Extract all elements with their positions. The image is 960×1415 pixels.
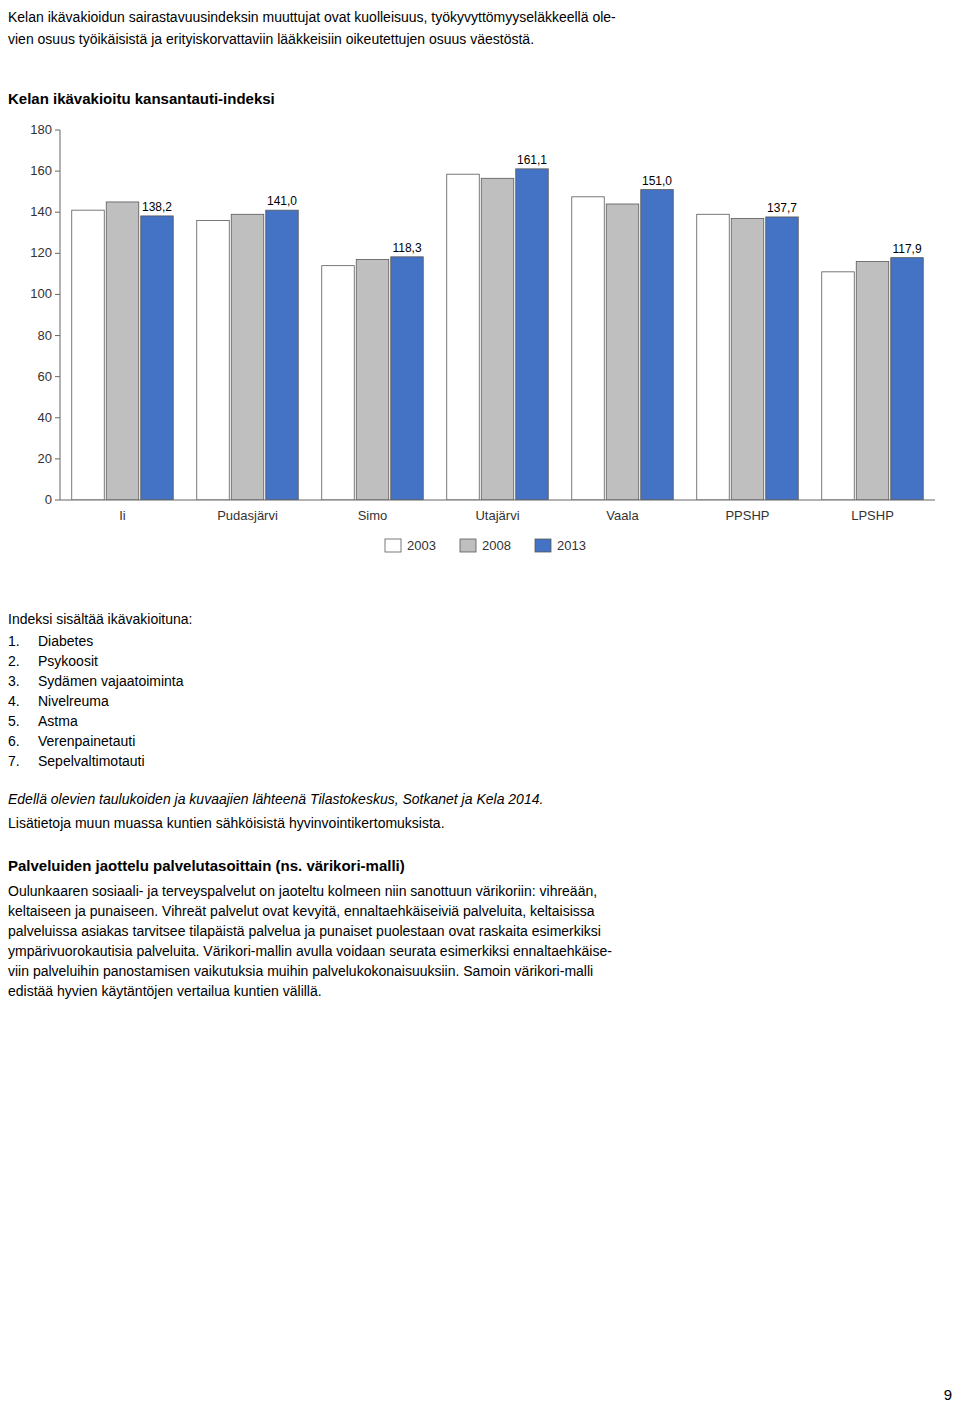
legend-swatch	[535, 539, 551, 552]
bar	[481, 178, 514, 500]
y-tick	[55, 130, 60, 131]
bar	[356, 260, 389, 501]
section-line: Oulunkaaren sosiaali- ja terveyspalvelut…	[8, 883, 597, 899]
footer-number: 4.	[8, 693, 20, 709]
section-line: viin palveluihin panostamisen vaikutuksi…	[8, 963, 593, 979]
y-tick	[55, 376, 60, 377]
y-tick	[55, 294, 60, 295]
footer-number: 5.	[8, 713, 20, 729]
x-tick-label: PPSHP	[725, 508, 769, 523]
section-line: keltaiseen ja punaiseen. Vihreät palvelu…	[8, 903, 595, 919]
x-tick-label: Ii	[119, 508, 126, 523]
legend: 2003 2008 2013	[385, 538, 586, 553]
y-tick-label: 0	[45, 492, 52, 507]
y-tick	[55, 171, 60, 172]
y-tick	[55, 335, 60, 336]
legend-swatch	[385, 539, 401, 552]
data-label: 137,7	[767, 201, 797, 215]
bar	[891, 258, 924, 500]
section-line: edistää hyvien käytäntöjen vertailua kun…	[8, 983, 322, 999]
y-tick	[55, 417, 60, 418]
bar	[606, 204, 639, 500]
page-number: 9	[944, 1386, 952, 1403]
y-tick	[55, 253, 60, 254]
x-tick-label: Utajärvi	[475, 508, 519, 523]
bar	[197, 220, 230, 500]
y-tick-label: 140	[30, 204, 52, 219]
bar	[391, 257, 424, 500]
bar	[231, 214, 264, 500]
bar	[266, 210, 299, 500]
y-tick	[55, 212, 60, 213]
data-label: 141,0	[267, 194, 297, 208]
x-tick-label: Simo	[358, 508, 388, 523]
header-line: vien osuus työikäisistä ja erityiskorvat…	[8, 31, 534, 47]
footer-name: Psykoosit	[38, 653, 98, 669]
data-label: 117,9	[892, 242, 921, 256]
section-line: ympärivuorokautisia palveluita. Värikori…	[8, 943, 612, 959]
data-labels: 138,2 141,0 118,3 161,1 151,0 137,7 117,9	[142, 153, 922, 256]
bar	[447, 174, 480, 500]
page: Kelan ikävakioidun sairastavuusindeksin …	[0, 0, 960, 1415]
footer-intro: Indeksi sisältää ikävakioituna:	[8, 611, 192, 627]
x-tick-label: Vaala	[606, 508, 639, 523]
source-text: Edellä olevien taulukoiden ja kuvaajien …	[8, 791, 543, 807]
x-axis-line	[60, 500, 935, 501]
data-label: 151,0	[642, 174, 672, 188]
section-line: palveluissa asiakas tarvitsee tilapäistä…	[8, 923, 601, 939]
y-tick	[55, 500, 60, 501]
legend-label: 2013	[557, 538, 586, 553]
footer-name: Nivelreuma	[38, 693, 109, 709]
y-tick-label: 20	[38, 451, 52, 466]
bar	[822, 272, 855, 500]
footer-number: 3.	[8, 673, 20, 689]
bar	[697, 214, 730, 500]
y-tick-label: 120	[30, 245, 52, 260]
y-axis: 0 20 40 60 80 100 120 140 160 180	[30, 122, 60, 507]
data-label: 138,2	[142, 200, 172, 214]
chart-title: Kelan ikävakioitu kansantauti-indeksi	[8, 90, 275, 107]
chart: 020406080100120140160180138,2141,0118,31…	[30, 122, 935, 553]
bar	[516, 169, 549, 500]
y-tick-label: 180	[30, 122, 52, 137]
x-tick-label: Pudasjärvi	[217, 508, 278, 523]
footer-name: Diabetes	[38, 633, 93, 649]
footer-number: 7.	[8, 753, 20, 769]
y-tick-label: 80	[38, 328, 52, 343]
legend-swatch	[460, 539, 476, 552]
footer-name: Sydämen vajaatoiminta	[38, 673, 184, 689]
x-tick-label: LPSHP	[851, 508, 894, 523]
footer-number: 1.	[8, 633, 20, 649]
bar	[766, 217, 799, 500]
footer-number: 2.	[8, 653, 20, 669]
y-tick-label: 40	[38, 410, 52, 425]
bar	[856, 262, 889, 500]
footer-name: Sepelvaltimotauti	[38, 753, 145, 769]
legend-label: 2003	[407, 538, 436, 553]
bar	[141, 216, 174, 500]
section-title: Palveluiden jaottelu palvelutasoittain (…	[8, 857, 405, 874]
bar	[322, 266, 355, 500]
y-tick-label: 160	[30, 163, 52, 178]
header-line: Kelan ikävakioidun sairastavuusindeksin …	[8, 9, 616, 25]
bar	[572, 197, 605, 500]
bar	[641, 190, 674, 500]
data-label: 161,1	[517, 153, 547, 167]
data-label: 118,3	[392, 241, 421, 255]
y-tick-label: 60	[38, 369, 52, 384]
y-tick	[55, 458, 60, 459]
footer-name: Verenpainetauti	[38, 733, 135, 749]
footer-number: 6.	[8, 733, 20, 749]
y-axis-line	[60, 130, 61, 500]
bar	[731, 218, 764, 500]
bar	[106, 202, 139, 500]
bars	[72, 169, 924, 500]
bar	[72, 210, 105, 500]
y-tick-label: 100	[30, 286, 52, 301]
more-info: Lisätietoja muun muassa kuntien sähköisi…	[8, 815, 445, 831]
legend-label: 2008	[482, 538, 511, 553]
footer-name: Astma	[38, 713, 78, 729]
x-axis: Ii Pudasjärvi Simo Utajärvi Vaala PPSHP LPSHP	[60, 500, 935, 523]
